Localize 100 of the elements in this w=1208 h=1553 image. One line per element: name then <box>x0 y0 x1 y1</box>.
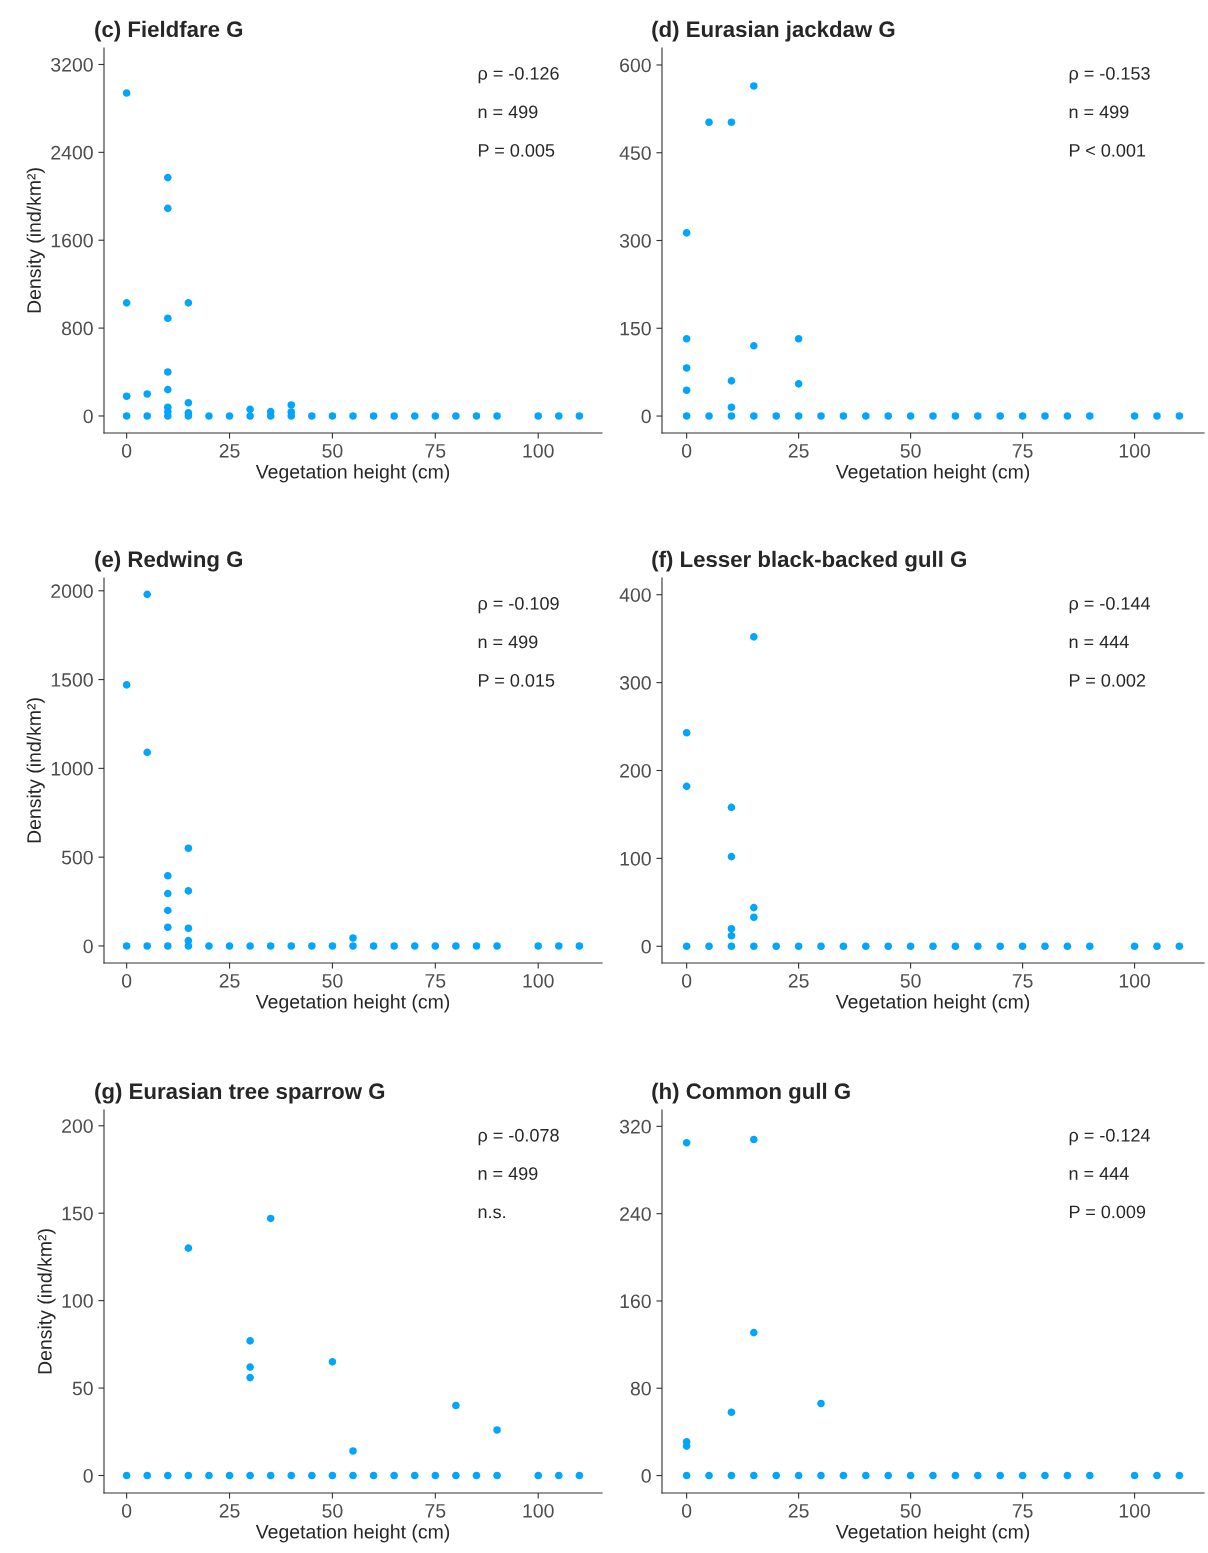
x-tick-label: 0 <box>681 443 692 458</box>
point <box>682 942 691 951</box>
point <box>163 385 172 394</box>
point <box>246 412 254 420</box>
x-tick-label: 75 <box>1012 444 1033 458</box>
x-tick-label: 50 <box>900 443 921 458</box>
point <box>884 1471 893 1480</box>
annotation: n = 499 <box>478 1167 538 1180</box>
point <box>452 412 460 420</box>
x-tick-label: 100 <box>1119 1503 1151 1518</box>
point <box>973 412 982 420</box>
point <box>750 1135 758 1144</box>
point <box>122 299 131 307</box>
point <box>308 942 316 950</box>
point <box>225 942 234 950</box>
point <box>163 173 172 182</box>
x-tick-label: 100 <box>523 1503 554 1518</box>
point <box>184 844 193 853</box>
point <box>143 748 152 757</box>
point <box>705 1471 713 1480</box>
point <box>1085 412 1094 420</box>
y-tick-label: 3200 <box>51 57 93 72</box>
point <box>554 1471 563 1480</box>
point <box>1153 1471 1161 1480</box>
annotation: n = 499 <box>1069 105 1129 119</box>
y-tick-label: 2400 <box>51 145 93 160</box>
point <box>122 412 131 420</box>
point <box>349 1471 357 1480</box>
point <box>266 1471 275 1480</box>
point <box>772 412 781 420</box>
point <box>1063 412 1072 420</box>
y-tick-label: 240 <box>620 1207 651 1221</box>
point <box>287 408 296 416</box>
point <box>1153 942 1161 951</box>
point <box>143 412 152 420</box>
point <box>143 1471 152 1480</box>
x-tick-label: 50 <box>322 973 343 988</box>
point <box>727 403 736 412</box>
point <box>575 1471 584 1480</box>
x-tick-label: 100 <box>523 443 554 458</box>
point <box>727 924 736 933</box>
point <box>682 782 691 791</box>
point <box>349 934 357 942</box>
y-tick-label: 200 <box>62 1119 93 1133</box>
point <box>143 390 152 398</box>
point <box>727 852 736 861</box>
x-tick-label: 75 <box>425 444 446 458</box>
y-axis-title: Density (ind/km²) <box>26 698 45 843</box>
point <box>184 924 193 932</box>
point <box>431 412 440 420</box>
point <box>369 1471 378 1480</box>
x-tick-label: 75 <box>1012 1504 1033 1518</box>
point <box>1175 412 1184 420</box>
y-tick-label: 200 <box>620 763 651 778</box>
point <box>862 1471 870 1480</box>
point <box>996 1471 1004 1480</box>
point <box>906 1471 915 1480</box>
y-tick-label: 100 <box>62 1294 93 1308</box>
x-tick-label: 25 <box>788 973 809 988</box>
point <box>794 1471 803 1480</box>
y-tick-label: 450 <box>619 146 651 160</box>
x-tick-label: 50 <box>322 443 343 458</box>
point <box>1153 412 1161 420</box>
point <box>750 1328 758 1337</box>
point <box>772 942 781 951</box>
point <box>493 1426 501 1434</box>
point <box>246 405 254 414</box>
point <box>143 590 152 599</box>
point <box>817 1399 825 1408</box>
point <box>794 380 803 388</box>
point <box>163 872 172 880</box>
point <box>727 942 736 951</box>
y-tick-label: 1000 <box>51 761 93 776</box>
chart-title: (f) Lesser black-backed gull G <box>652 550 966 572</box>
point <box>1063 942 1072 951</box>
point <box>839 412 848 420</box>
point <box>308 1471 316 1480</box>
x-tick-label: 50 <box>322 1503 343 1518</box>
point <box>906 412 915 420</box>
y-tick-label: 150 <box>620 321 651 336</box>
x-axis-title: Vegetation height (cm) <box>255 1524 450 1543</box>
point <box>452 942 460 950</box>
point <box>287 942 296 950</box>
point <box>682 1471 691 1480</box>
y-axis-title: Density (ind/km²) <box>37 1229 56 1374</box>
x-tick-label: 75 <box>1012 974 1033 988</box>
point <box>682 334 691 343</box>
point <box>682 728 691 737</box>
annotation: ρ = -0.153 <box>1069 67 1150 84</box>
point <box>839 1471 848 1480</box>
point <box>143 942 152 950</box>
point <box>929 412 937 420</box>
point <box>862 412 870 420</box>
point <box>328 1358 337 1366</box>
point <box>266 1214 275 1223</box>
x-tick-label: 25 <box>219 1503 240 1518</box>
point <box>1175 1471 1184 1480</box>
point <box>973 1471 982 1480</box>
chart-title: (c) Fieldfare G <box>95 20 243 42</box>
point <box>1085 942 1094 951</box>
